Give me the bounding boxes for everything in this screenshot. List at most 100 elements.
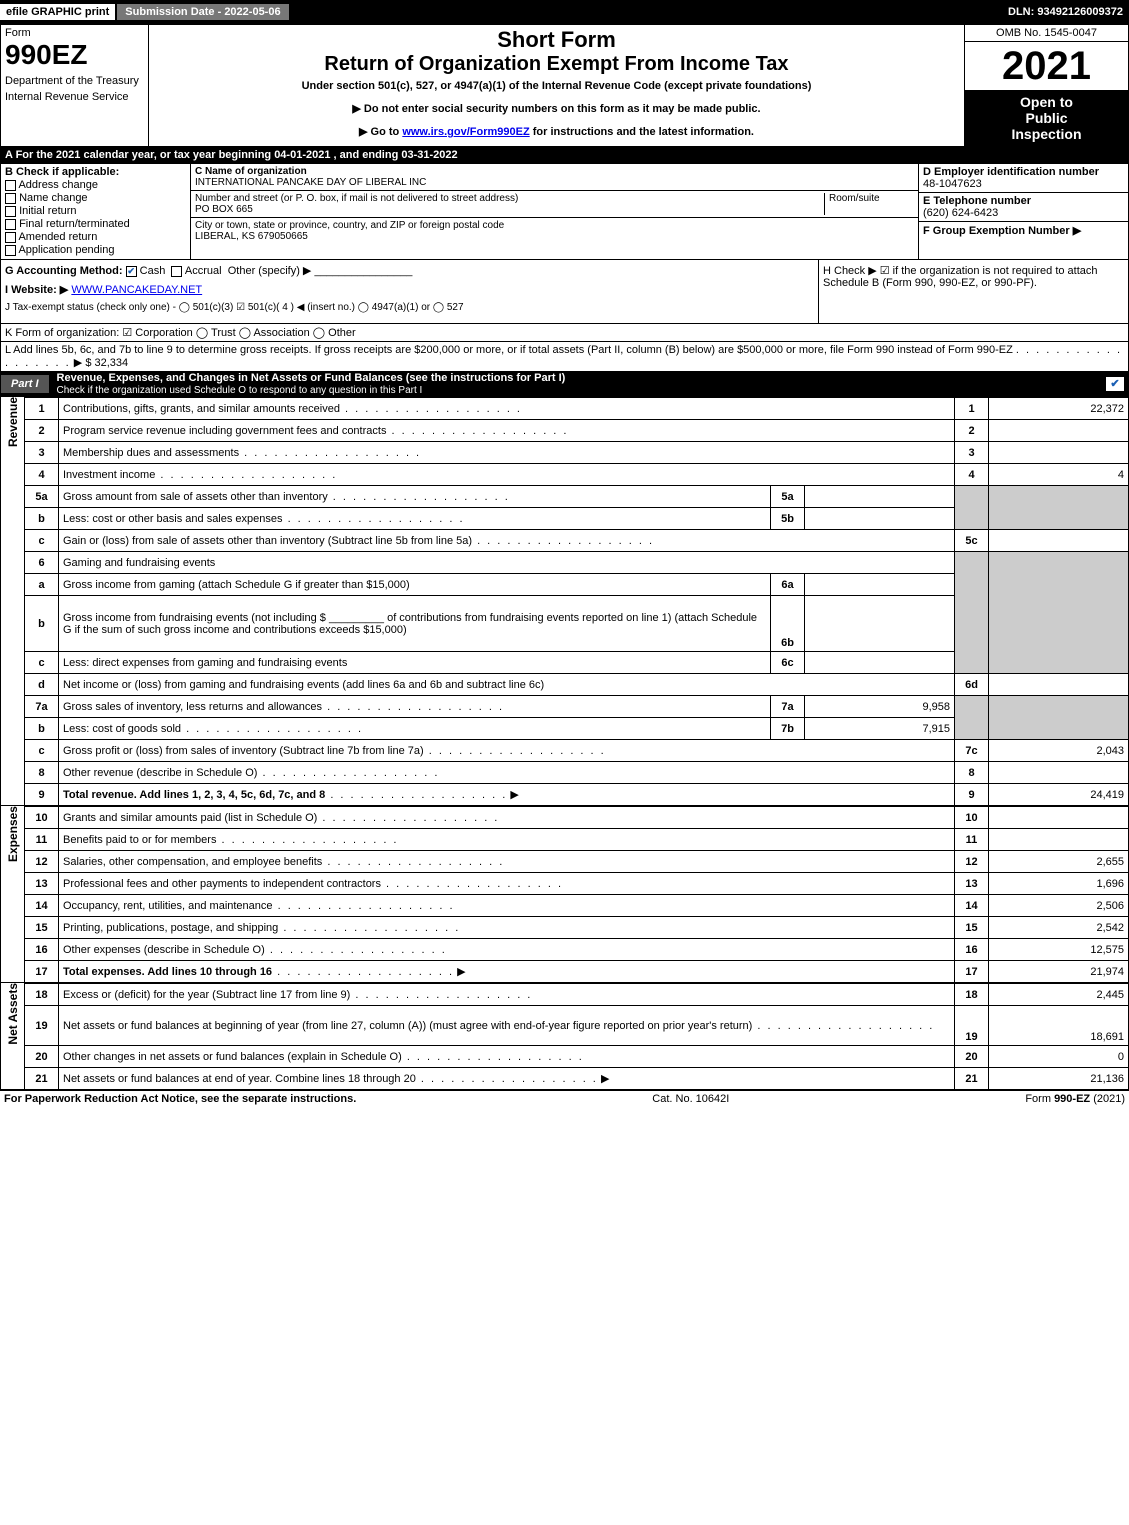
b-label: B Check if applicable: xyxy=(5,166,119,178)
footer-right: Form 990-EZ (2021) xyxy=(1025,1093,1125,1105)
line-13: 13Professional fees and other payments t… xyxy=(25,873,1129,895)
l-line: L Add lines 5b, 6c, and 7b to line 9 to … xyxy=(0,342,1129,372)
j-line: J Tax-exempt status (check only one) - ◯… xyxy=(5,302,814,313)
l-arrow: ▶ $ xyxy=(74,357,92,369)
chk-final-return[interactable]: Final return/terminated xyxy=(5,218,186,230)
line-11: 11Benefits paid to or for members11 xyxy=(25,829,1129,851)
k-line: K Form of organization: ☑ Corporation ◯ … xyxy=(0,324,1129,342)
bc-def-row: B Check if applicable: Address change Na… xyxy=(0,164,1129,260)
expenses-table: 10Grants and similar amounts paid (list … xyxy=(24,806,1129,983)
line-15: 15Printing, publications, postage, and s… xyxy=(25,917,1129,939)
f-cell: F Group Exemption Number ▶ xyxy=(919,222,1128,259)
chk-application-pending[interactable]: Application pending xyxy=(5,244,186,256)
netassets-section: Net Assets 18Excess or (deficit) for the… xyxy=(0,983,1129,1090)
line-10: 10Grants and similar amounts paid (list … xyxy=(25,807,1129,829)
line-20: 20Other changes in net assets or fund ba… xyxy=(25,1046,1129,1068)
ssn-warning: ▶ Do not enter social security numbers o… xyxy=(155,102,958,115)
line-16: 16Other expenses (describe in Schedule O… xyxy=(25,939,1129,961)
header-middle: Short Form Return of Organization Exempt… xyxy=(149,25,964,146)
i-label: I Website: ▶ xyxy=(5,284,68,296)
irs-link[interactable]: www.irs.gov/Form990EZ xyxy=(402,126,529,138)
revenue-table: 1Contributions, gifts, grants, and simil… xyxy=(24,397,1129,806)
c-name-label: C Name of organization xyxy=(195,166,307,177)
open-line2: Public xyxy=(969,110,1124,126)
line-a: A For the 2021 calendar year, or tax yea… xyxy=(0,147,1129,164)
part1-label: Part I xyxy=(1,375,49,393)
chk-name-change[interactable]: Name change xyxy=(5,192,186,204)
section-def: D Employer identification number 48-1047… xyxy=(918,164,1128,259)
c-addr-label: Number and street (or P. O. box, if mail… xyxy=(195,193,518,204)
goto-line: ▶ Go to www.irs.gov/Form990EZ for instru… xyxy=(155,125,958,138)
line-4: 4Investment income44 xyxy=(25,464,1129,486)
f-label: F Group Exemption Number ▶ xyxy=(923,225,1081,237)
header-left: Form 990EZ Department of the Treasury In… xyxy=(1,25,149,146)
c-addr-cell: Number and street (or P. O. box, if mail… xyxy=(191,191,918,218)
omb-number: OMB No. 1545-0047 xyxy=(965,25,1128,42)
section-c: C Name of organization INTERNATIONAL PAN… xyxy=(191,164,918,259)
section-b: B Check if applicable: Address change Na… xyxy=(1,164,191,259)
part1-title: Revenue, Expenses, and Changes in Net As… xyxy=(57,372,1106,396)
revenue-section: Revenue 1Contributions, gifts, grants, a… xyxy=(0,397,1129,806)
chk-address-change[interactable]: Address change xyxy=(5,179,186,191)
line-6: 6Gaming and fundraising events xyxy=(25,552,1129,574)
d-cell: D Employer identification number 48-1047… xyxy=(919,164,1128,193)
chk-cash[interactable]: ✔ xyxy=(126,266,137,277)
dept-treasury: Department of the Treasury xyxy=(5,75,144,87)
e-label: E Telephone number xyxy=(923,195,1031,207)
submission-date-button[interactable]: Submission Date - 2022-05-06 xyxy=(117,4,288,20)
goto-pre: ▶ Go to xyxy=(359,126,402,138)
part1-checkbox[interactable]: ✔ xyxy=(1106,377,1124,391)
g-label: G Accounting Method: xyxy=(5,265,123,277)
e-phone: (620) 624-6423 xyxy=(923,207,998,219)
room-label: Room/suite xyxy=(829,193,880,204)
goto-post: for instructions and the latest informat… xyxy=(530,126,754,138)
header-right: OMB No. 1545-0047 2021 Open to Public In… xyxy=(964,25,1128,146)
line-2: 2Program service revenue including gover… xyxy=(25,420,1129,442)
expenses-vlabel: Expenses xyxy=(0,806,24,983)
line-18: 18Excess or (deficit) for the year (Subt… xyxy=(25,984,1129,1006)
dept-irs: Internal Revenue Service xyxy=(5,91,144,103)
org-city: LIBERAL, KS 679050665 xyxy=(195,231,308,242)
chk-initial-return[interactable]: Initial return xyxy=(5,205,186,217)
d-label: D Employer identification number xyxy=(923,166,1099,178)
chk-accrual[interactable] xyxy=(171,266,182,277)
tax-year: 2021 xyxy=(965,42,1128,90)
line-19: 19Net assets or fund balances at beginni… xyxy=(25,1006,1129,1046)
line-6d: dNet income or (loss) from gaming and fu… xyxy=(25,674,1129,696)
footer-mid: Cat. No. 10642I xyxy=(652,1093,729,1105)
line-17: 17Total expenses. Add lines 10 through 1… xyxy=(25,961,1129,983)
h-right: H Check ▶ ☑ if the organization is not r… xyxy=(818,260,1128,323)
efile-print-button[interactable]: efile GRAPHIC print xyxy=(0,4,115,20)
e-cell: E Telephone number (620) 624-6423 xyxy=(919,193,1128,222)
c-city-cell: City or town, state or province, country… xyxy=(191,218,918,244)
line-14: 14Occupancy, rent, utilities, and mainte… xyxy=(25,895,1129,917)
line-5a: 5aGross amount from sale of assets other… xyxy=(25,486,1129,508)
i-line: I Website: ▶ WWW.PANCAKEDAY.NET xyxy=(5,283,814,296)
g-cash: Cash xyxy=(140,265,166,277)
expenses-section: Expenses 10Grants and similar amounts pa… xyxy=(0,806,1129,983)
dln-label: DLN: 93492126009372 xyxy=(1008,6,1129,18)
line-12: 12Salaries, other compensation, and empl… xyxy=(25,851,1129,873)
chk-amended-return[interactable]: Amended return xyxy=(5,231,186,243)
website-link[interactable]: WWW.PANCAKEDAY.NET xyxy=(71,284,202,296)
g-other: Other (specify) ▶ xyxy=(228,265,312,277)
part1-header: Part I Revenue, Expenses, and Changes in… xyxy=(0,372,1129,397)
short-form-title: Short Form xyxy=(155,27,958,53)
netassets-table: 18Excess or (deficit) for the year (Subt… xyxy=(24,983,1129,1090)
line-9: 9Total revenue. Add lines 1, 2, 3, 4, 5c… xyxy=(25,784,1129,806)
form-word: Form xyxy=(5,27,144,39)
under-section-text: Under section 501(c), 527, or 4947(a)(1)… xyxy=(155,80,958,92)
l-value: 32,334 xyxy=(95,357,129,369)
ghij-row: G Accounting Method: ✔ Cash Accrual Othe… xyxy=(0,260,1129,324)
g-accrual: Accrual xyxy=(185,265,222,277)
g-line: G Accounting Method: ✔ Cash Accrual Othe… xyxy=(5,264,814,277)
open-to-public: Open to Public Inspection xyxy=(965,90,1128,146)
c-name-cell: C Name of organization INTERNATIONAL PAN… xyxy=(191,164,918,191)
line-21: 21Net assets or fund balances at end of … xyxy=(25,1068,1129,1090)
revenue-vlabel: Revenue xyxy=(0,397,24,806)
d-ein: 48-1047623 xyxy=(923,178,982,190)
line-8: 8Other revenue (describe in Schedule O)8 xyxy=(25,762,1129,784)
open-line3: Inspection xyxy=(969,126,1124,142)
gij-left: G Accounting Method: ✔ Cash Accrual Othe… xyxy=(1,260,818,323)
return-title: Return of Organization Exempt From Incom… xyxy=(155,53,958,76)
